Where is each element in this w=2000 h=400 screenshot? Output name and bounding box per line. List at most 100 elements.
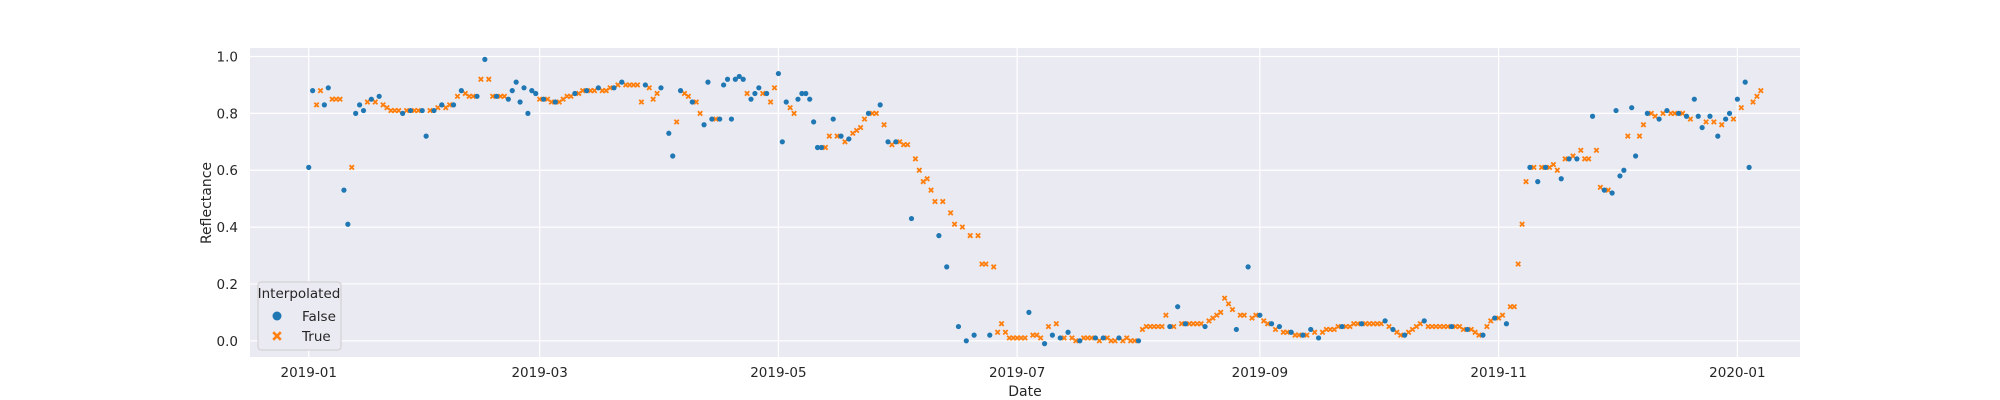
data-point-true	[1354, 320, 1361, 327]
data-point-false	[721, 82, 727, 88]
data-point-false	[517, 99, 523, 105]
x-axis-label: Date	[1008, 384, 1041, 400]
data-point-false	[1182, 321, 1189, 327]
data-point-false	[963, 338, 969, 344]
data-point-false	[1621, 167, 1627, 173]
data-point-true	[364, 99, 371, 105]
data-point-true	[787, 104, 793, 111]
data-point-true	[1577, 147, 1584, 154]
data-point-false	[306, 164, 312, 170]
data-point-false	[439, 102, 445, 108]
data-point-true	[822, 144, 829, 151]
data-point-false	[505, 96, 511, 102]
data-point-true	[767, 99, 774, 105]
data-point-true	[685, 93, 692, 100]
data-point-false	[811, 119, 817, 125]
data-point-true	[313, 102, 320, 108]
y-tick-label: 0.6	[217, 163, 238, 179]
data-point-false	[1492, 315, 1498, 321]
data-point-false	[533, 90, 539, 97]
data-point-false	[1566, 156, 1572, 162]
data-point-true	[951, 221, 958, 228]
data-point-true	[904, 141, 911, 148]
data-point-true	[478, 76, 484, 83]
data-point-true	[446, 102, 453, 108]
data-point-true	[1284, 329, 1291, 336]
data-point-true	[861, 116, 868, 122]
data-point-false	[724, 76, 731, 82]
data-point-true	[834, 133, 840, 139]
data-point-true	[1088, 335, 1095, 341]
data-point-false	[353, 110, 359, 116]
data-point-false	[1245, 264, 1251, 270]
data-point-true	[932, 198, 938, 205]
data-point-false	[1390, 326, 1396, 333]
data-point-false	[955, 323, 962, 330]
data-point-false	[1664, 107, 1670, 114]
data-point-false	[1308, 326, 1314, 333]
data-point-true	[1640, 121, 1647, 128]
data-point-false	[1746, 164, 1752, 170]
data-point-false	[1676, 110, 1682, 116]
data-point-true	[1045, 323, 1052, 330]
data-point-true	[638, 99, 645, 105]
x-tick-label: 2020-01	[1709, 365, 1765, 381]
data-point-false	[423, 133, 429, 139]
data-point-false	[540, 96, 547, 102]
data-point-true	[1460, 326, 1467, 333]
data-point-true	[1476, 332, 1482, 338]
data-point-false	[509, 88, 515, 94]
data-point-false	[572, 90, 578, 97]
data-point-false	[709, 116, 715, 122]
data-point-true	[1178, 320, 1185, 327]
data-point-true	[591, 87, 598, 94]
x-tick-label: 2019-09	[1232, 365, 1288, 381]
y-axis-ticks: 0.0 0.2 0.4 0.6 0.8 1.0	[217, 50, 238, 350]
data-point-false	[1683, 113, 1690, 119]
data-point-true	[634, 82, 641, 88]
data-point-false	[525, 110, 531, 116]
data-point-false	[717, 116, 723, 122]
data-point-true	[654, 90, 660, 97]
data-point-true	[317, 87, 324, 94]
data-point-true	[1636, 133, 1643, 139]
data-point-false	[885, 139, 891, 145]
data-point-false	[584, 88, 590, 94]
x-tick-label: 2019-05	[750, 365, 806, 381]
data-point-false	[865, 110, 872, 116]
data-point-true	[1397, 332, 1404, 338]
data-point-true	[1296, 332, 1302, 338]
data-point-false	[814, 144, 821, 151]
y-tick-label: 0.8	[217, 106, 238, 122]
data-point-true	[403, 107, 410, 114]
data-point-true	[967, 232, 974, 239]
data-point-false	[1077, 338, 1083, 344]
data-point-false	[1135, 338, 1142, 344]
data-point-false	[1726, 110, 1733, 116]
data-point-true	[650, 96, 656, 103]
data-point-false	[1276, 323, 1283, 330]
data-point-true	[1229, 306, 1236, 313]
data-point-false	[944, 264, 950, 270]
data-point-false	[400, 110, 406, 116]
data-point-false	[1049, 332, 1055, 338]
data-point-true	[615, 82, 621, 88]
data-point-true	[1386, 323, 1392, 330]
data-point-false	[658, 85, 664, 91]
data-point-false	[1233, 326, 1239, 333]
data-point-true	[485, 76, 492, 83]
data-point-false	[1300, 332, 1306, 338]
data-point-false	[1359, 321, 1365, 327]
data-point-false	[1617, 173, 1623, 179]
data-point-false	[1558, 176, 1564, 182]
data-point-true	[415, 107, 422, 114]
data-point-false	[458, 88, 464, 94]
data-point-false	[1057, 335, 1063, 341]
data-point-true	[1335, 323, 1341, 330]
data-point-true	[646, 84, 653, 91]
data-point-false	[1288, 329, 1294, 335]
data-point-true	[994, 329, 1001, 336]
data-point-true	[975, 232, 981, 239]
data-point-false	[368, 96, 374, 102]
